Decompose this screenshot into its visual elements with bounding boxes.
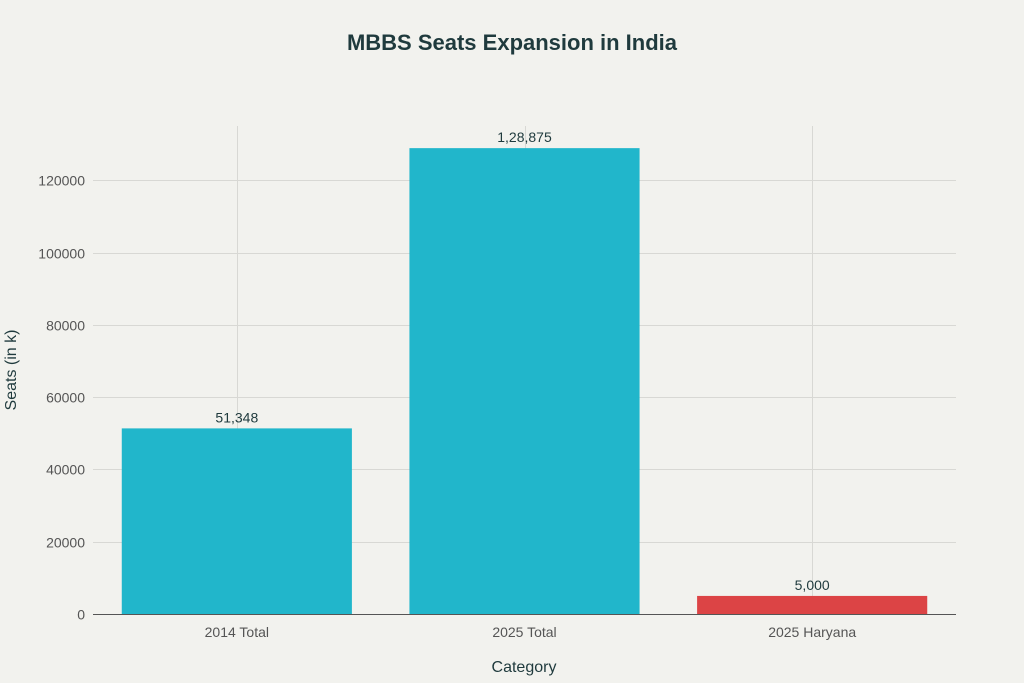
bar-value-label: 1,28,875	[497, 129, 552, 145]
y-tick-label: 100000	[38, 246, 85, 262]
data-labels: 51,348 1,28,875 5,000	[215, 129, 829, 593]
x-tick-label: 2025 Haryana	[768, 624, 856, 640]
bar-value-label: 51,348	[215, 409, 258, 425]
y-tick-label: 60000	[46, 390, 85, 406]
x-axis-ticks: 2014 Total 2025 Total 2025 Haryana	[205, 624, 857, 640]
y-tick-label: 80000	[46, 318, 85, 334]
chart-title: MBBS Seats Expansion in India	[347, 30, 678, 55]
y-axis-label: Seats (in k)	[3, 330, 20, 411]
bar	[697, 595, 928, 614]
y-tick-label: 120000	[38, 173, 85, 189]
bars	[121, 148, 928, 614]
bar	[409, 148, 640, 614]
x-axis-label: Category	[492, 659, 557, 676]
y-axis-ticks: 0 20000 40000 60000 80000 100000 120000	[38, 173, 85, 623]
x-tick-label: 2025 Total	[492, 624, 556, 640]
bar	[121, 428, 352, 614]
bar-value-label: 5,000	[795, 577, 830, 593]
y-tick-label: 0	[77, 607, 85, 623]
y-tick-label: 20000	[46, 535, 85, 551]
x-tick-label: 2014 Total	[205, 624, 269, 640]
y-tick-label: 40000	[46, 462, 85, 478]
